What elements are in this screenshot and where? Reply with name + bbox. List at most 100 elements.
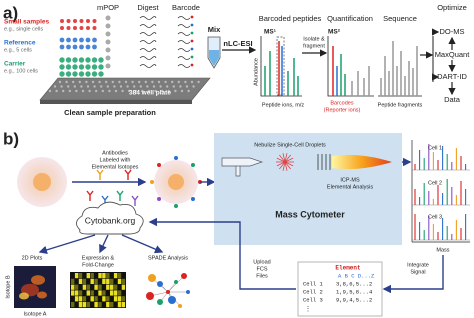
heat-cell: [121, 296, 126, 302]
density: [37, 291, 47, 299]
analysis-label: Fold-Change: [82, 262, 114, 268]
heat-cell: [117, 278, 122, 284]
bound-antibody: [174, 156, 178, 160]
plate-well: [172, 85, 175, 88]
mix-label: Mix: [208, 25, 221, 34]
antibody-label: Labeled with: [100, 157, 131, 163]
plasma: [332, 154, 392, 170]
plate-well: [98, 80, 101, 84]
density-blobs: [19, 275, 47, 300]
panel-label: a): [3, 3, 18, 22]
heat-cell: [106, 296, 110, 302]
nebulizer: [221, 157, 264, 177]
plate-well: [68, 89, 72, 93]
icp-label: Elemental Analysis: [327, 184, 373, 190]
plate-well: [133, 85, 136, 88]
density: [19, 292, 29, 300]
axis-label: Isotope A: [24, 311, 47, 317]
cell-blob: [105, 31, 111, 37]
heat-cell: [94, 302, 98, 308]
sample-example: e.g., 100 cells: [4, 68, 38, 74]
well: [86, 19, 90, 23]
droplet: [282, 153, 286, 163]
node: [178, 304, 182, 308]
heat-cell: [78, 290, 83, 296]
droplet: [284, 157, 294, 163]
plate-well: [72, 80, 75, 84]
plate-well: [147, 89, 151, 93]
arrow: [121, 234, 164, 254]
cell-nucleus: [168, 174, 184, 190]
droplet: [284, 153, 288, 163]
heat-cell: [113, 296, 118, 302]
heat-cell: [102, 302, 106, 308]
bound-antibody: [157, 196, 162, 201]
heat-cell: [94, 290, 98, 296]
heat-cell: [98, 290, 102, 296]
plate-well: [166, 85, 169, 88]
well: [85, 37, 91, 43]
ms2-spectrum: [332, 46, 370, 96]
panel-label: b): [3, 129, 19, 148]
spectrum-label: MS²: [328, 29, 341, 36]
fragment-spectrum: [378, 41, 422, 97]
heat-cell: [106, 302, 110, 308]
section-title: Optimize: [437, 3, 467, 12]
well: [59, 71, 65, 77]
well: [91, 57, 98, 63]
heat-cell: [117, 302, 122, 308]
table-rows: Cell 1 3,8,6,5...2 Cell 2 1,9,5,8...4 Cell 3…: [303, 280, 373, 303]
node: [146, 292, 154, 300]
plate-well: [86, 85, 90, 88]
heat-cell: [121, 273, 126, 279]
plate-well: [81, 89, 85, 93]
well: [59, 37, 65, 43]
heat-cell: [71, 273, 75, 279]
plate-well: [190, 80, 194, 84]
cytometer-box: [214, 133, 402, 245]
antibody-label: Elemental Isotopes: [92, 164, 139, 170]
heat-cell: [102, 290, 106, 296]
droplet: [279, 154, 286, 163]
heat-cell: [106, 278, 110, 284]
well: [85, 64, 91, 70]
integrate-label: Integrate: [407, 262, 429, 268]
well: [65, 64, 72, 70]
heat-cell: [98, 296, 102, 302]
heat-cell: [86, 278, 90, 284]
table-row-label: Cell 1: [303, 280, 324, 287]
well: [91, 71, 98, 77]
well: [66, 19, 71, 23]
table-row-label: Cell 2: [303, 288, 323, 295]
heat-cell: [86, 284, 90, 290]
heat-cell: [110, 290, 114, 296]
plate-well: [192, 85, 195, 88]
tool-label: DART-ID: [437, 72, 467, 81]
spectrum-label: MS¹: [264, 29, 276, 36]
table-title: Element: [335, 265, 361, 272]
node: [168, 296, 176, 304]
plate-well: [53, 85, 57, 88]
heat-cell: [110, 273, 114, 279]
step-label: Digest: [137, 3, 159, 12]
heat-cell: [113, 290, 118, 296]
bound-antibody: [157, 163, 162, 168]
well: [92, 26, 97, 30]
heat-cell: [98, 278, 102, 284]
plate-well: [167, 89, 170, 93]
plate-well: [138, 80, 141, 84]
heat-cell: [78, 284, 83, 290]
heat-cell: [86, 296, 90, 302]
plate-well: [93, 85, 96, 88]
tool-label: DO-MS: [440, 27, 465, 36]
heat-cell: [113, 278, 118, 284]
well: [85, 57, 91, 63]
plate-well: [151, 80, 154, 84]
heat-cell: [90, 302, 94, 308]
cell-blob: [105, 47, 111, 53]
bound-antibody: [174, 204, 178, 208]
section-title: Barcoded peptides: [259, 14, 322, 23]
heat-cell: [82, 290, 87, 296]
heat-cell: [90, 273, 94, 279]
heat-cell: [78, 302, 83, 308]
